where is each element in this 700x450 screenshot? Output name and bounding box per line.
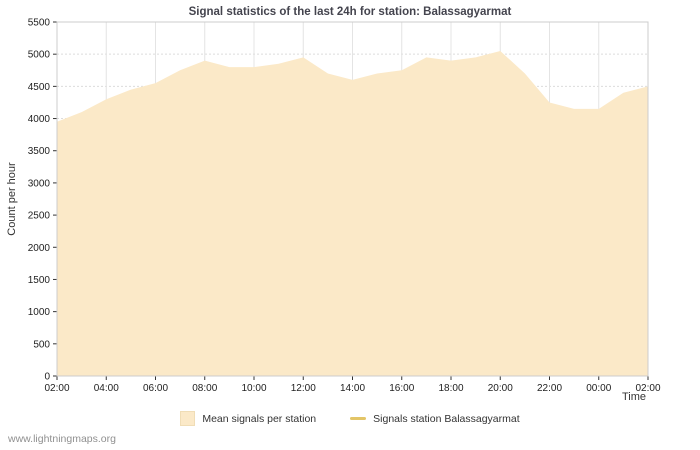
svg-text:3000: 3000 bbox=[28, 178, 51, 189]
chart-title: Signal statistics of the last 24h for st… bbox=[188, 6, 512, 18]
legend-label: Signals station Balassagyarmat bbox=[373, 412, 520, 425]
svg-text:10:00: 10:00 bbox=[241, 383, 266, 394]
svg-text:20:00: 20:00 bbox=[488, 383, 513, 394]
legend-item-mean-signals: Mean signals per station bbox=[180, 411, 316, 426]
plot-svg: 0 500 1000 1500 2000 2500 3000 3500 4000 4500 5000… bbox=[28, 18, 661, 395]
svg-text:2500: 2500 bbox=[28, 211, 51, 222]
svg-text:04:00: 04:00 bbox=[94, 383, 119, 394]
footer-site-link[interactable]: www.lightningmaps.org bbox=[8, 433, 116, 445]
svg-text:08:00: 08:00 bbox=[192, 383, 217, 394]
svg-text:1000: 1000 bbox=[28, 307, 51, 318]
svg-text:4500: 4500 bbox=[28, 82, 51, 93]
svg-text:500: 500 bbox=[33, 339, 50, 350]
y-axis-label: Count per hour bbox=[6, 162, 18, 236]
svg-text:02:00: 02:00 bbox=[44, 383, 69, 394]
svg-text:5000: 5000 bbox=[28, 50, 51, 61]
svg-text:02:00: 02:00 bbox=[635, 383, 660, 394]
svg-text:14:00: 14:00 bbox=[340, 383, 365, 394]
legend-label: Mean signals per station bbox=[202, 412, 317, 425]
svg-text:3500: 3500 bbox=[28, 146, 51, 157]
svg-text:4000: 4000 bbox=[28, 114, 51, 125]
x-axis-label: Time bbox=[622, 391, 647, 403]
svg-text:06:00: 06:00 bbox=[143, 383, 168, 394]
svg-text:16:00: 16:00 bbox=[389, 383, 414, 394]
svg-text:5500: 5500 bbox=[28, 18, 51, 29]
svg-text:1500: 1500 bbox=[28, 275, 51, 286]
chart-legend: Mean signals per station Signals station… bbox=[0, 411, 700, 426]
svg-text:0: 0 bbox=[44, 372, 50, 383]
svg-text:18:00: 18:00 bbox=[438, 383, 463, 394]
svg-text:2000: 2000 bbox=[28, 243, 51, 254]
area-swatch-icon bbox=[180, 411, 196, 426]
line-swatch-icon bbox=[350, 417, 367, 420]
svg-text:12:00: 12:00 bbox=[291, 383, 316, 394]
legend-item-station-signals: Signals station Balassagyarmat bbox=[350, 413, 520, 425]
svg-text:22:00: 22:00 bbox=[537, 383, 562, 394]
chart-plot: 0 500 1000 1500 2000 2500 3000 3500 4000 4500 5000… bbox=[28, 18, 661, 395]
svg-text:00:00: 00:00 bbox=[586, 383, 611, 394]
